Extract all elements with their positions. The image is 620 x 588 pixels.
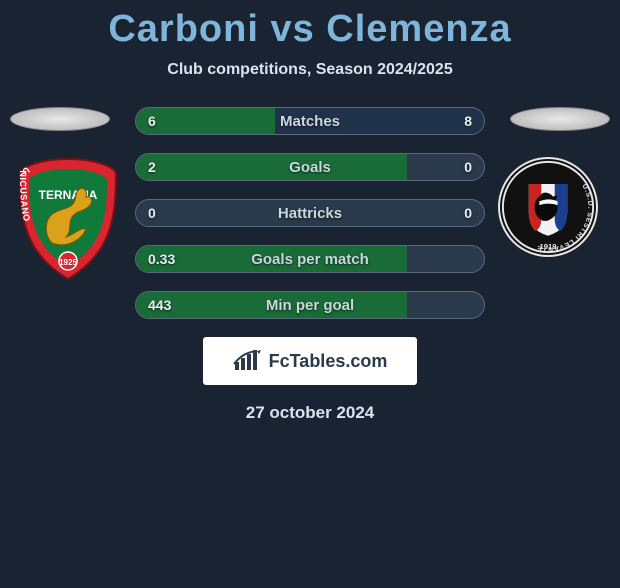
stat-fill-left: [136, 108, 275, 134]
photo-placeholder-icon: [510, 107, 610, 131]
page-title: Carboni vs Clemenza: [0, 8, 620, 51]
club-crest-left: UNICUSANO TERNANA 1925: [14, 157, 122, 281]
stat-value-right: 0: [464, 205, 472, 221]
stat-label: Goals per match: [251, 251, 369, 268]
comparison-panel: 6 Matches 8 2 Goals 0 0 Hattricks 0 0.33 Goals per…: [0, 107, 620, 319]
ternana-shield-icon: UNICUSANO TERNANA 1925: [14, 157, 122, 281]
stat-value-left: 443: [148, 297, 171, 313]
stat-fill-left: [136, 154, 407, 180]
date: 27 october 2024: [0, 403, 620, 423]
stat-label: Min per goal: [266, 297, 354, 314]
svg-text:1919: 1919: [539, 242, 556, 251]
stat-value-left: 2: [148, 159, 156, 175]
stat-value-left: 6: [148, 113, 156, 129]
bar-chart-icon: [233, 350, 263, 372]
svg-text:1925: 1925: [59, 258, 77, 267]
stat-row: 0.33 Goals per match: [135, 245, 485, 273]
club-crest-right: U.S.D. SESTRI LEVANTE 1919: [498, 157, 606, 281]
watermark-text: FcTables.com: [269, 351, 388, 372]
stat-row: 0 Hattricks 0: [135, 199, 485, 227]
stat-row: 2 Goals 0: [135, 153, 485, 181]
stat-value-left: 0: [148, 205, 156, 221]
stat-label: Hattricks: [278, 205, 342, 222]
stat-value-right: 0: [464, 159, 472, 175]
watermark: FcTables.com: [203, 337, 417, 385]
stat-label: Matches: [280, 113, 340, 130]
photo-placeholder-icon: [10, 107, 110, 131]
stat-label: Goals: [289, 159, 331, 176]
sestri-badge-icon: U.S.D. SESTRI LEVANTE 1919: [498, 157, 598, 257]
stat-row: 443 Min per goal: [135, 291, 485, 319]
stat-row: 6 Matches 8: [135, 107, 485, 135]
player-right-photo: [510, 107, 610, 131]
stat-value-left: 0.33: [148, 251, 175, 267]
stat-rows: 6 Matches 8 2 Goals 0 0 Hattricks 0 0.33 Goals per…: [135, 107, 485, 319]
subtitle: Club competitions, Season 2024/2025: [0, 61, 620, 79]
player-left-photo: [10, 107, 110, 131]
stat-value-right: 8: [464, 113, 472, 129]
